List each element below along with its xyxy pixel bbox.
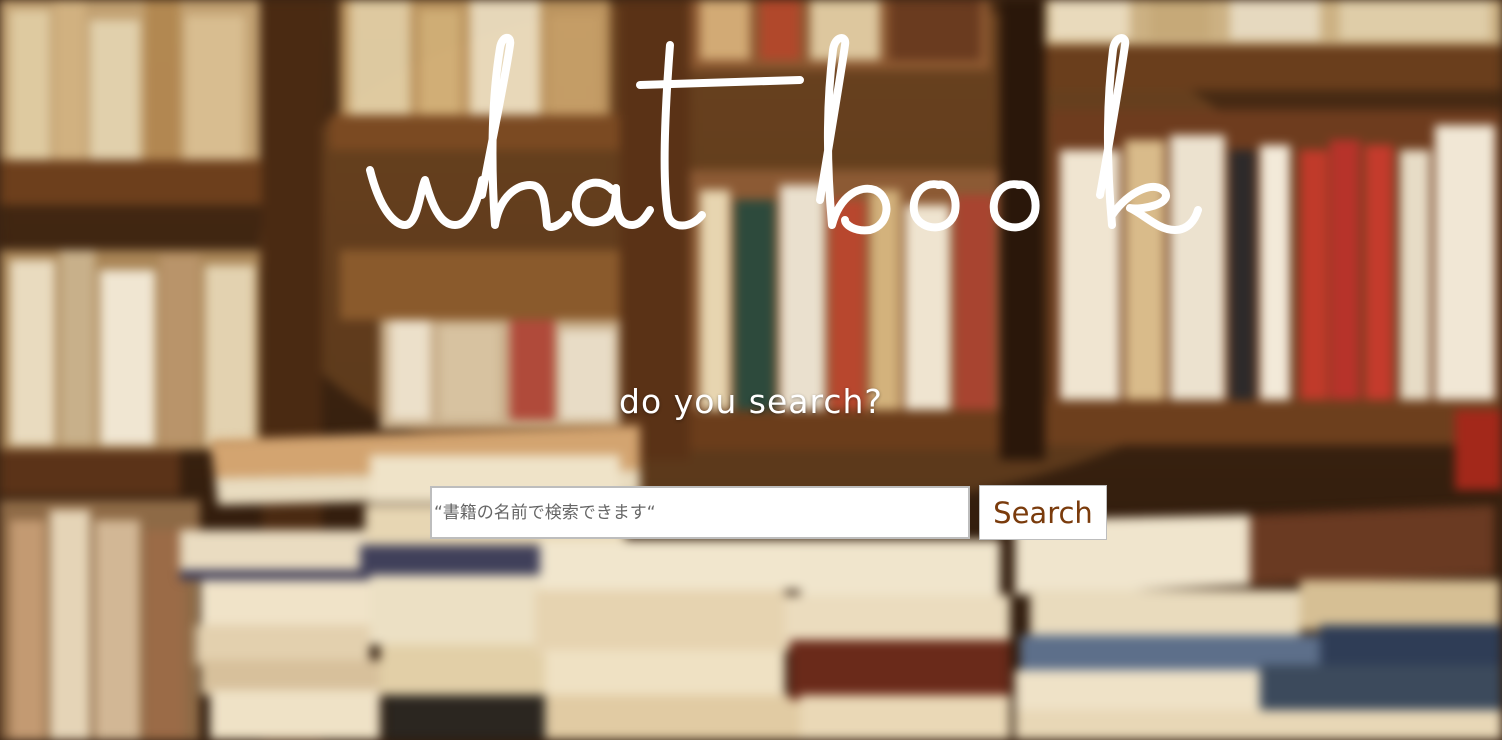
search-button[interactable]: Search [979,485,1107,540]
subtitle: do you search? [619,382,883,421]
book-search-form: Search [430,485,1107,540]
what-book-script-logo [366,33,1202,235]
site-logo-title: what book [340,20,1220,250]
book-search-input[interactable] [430,486,970,539]
